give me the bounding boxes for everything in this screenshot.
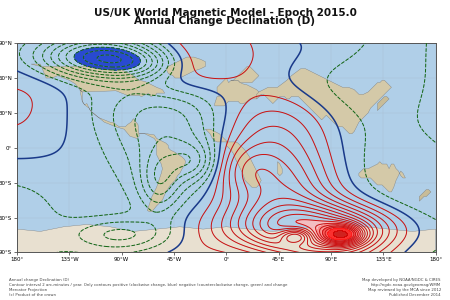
Polygon shape [278,162,282,176]
Polygon shape [139,134,186,212]
Text: US/UK World Magnetic Model - Epoch 2015.0: US/UK World Magnetic Model - Epoch 2015.… [94,8,356,18]
Text: Annual Change Declination (D): Annual Change Declination (D) [135,16,315,26]
Polygon shape [256,69,392,134]
Polygon shape [231,66,259,82]
Polygon shape [17,224,436,252]
Text: Annual change Declination (D)
Contour interval 2 arc-minutes / year. Only contou: Annual change Declination (D) Contour in… [9,278,288,297]
Polygon shape [359,162,405,192]
Text: Map developed by NOAA/NGDC & CIRES
http://ngdc.noaa.gov/geomag/WMM
Map reviewed : Map developed by NOAA/NGDC & CIRES http:… [363,278,441,297]
Polygon shape [205,129,261,187]
Polygon shape [166,57,205,78]
Polygon shape [419,190,431,201]
Polygon shape [215,78,261,106]
Polygon shape [31,64,165,138]
Polygon shape [378,97,389,111]
